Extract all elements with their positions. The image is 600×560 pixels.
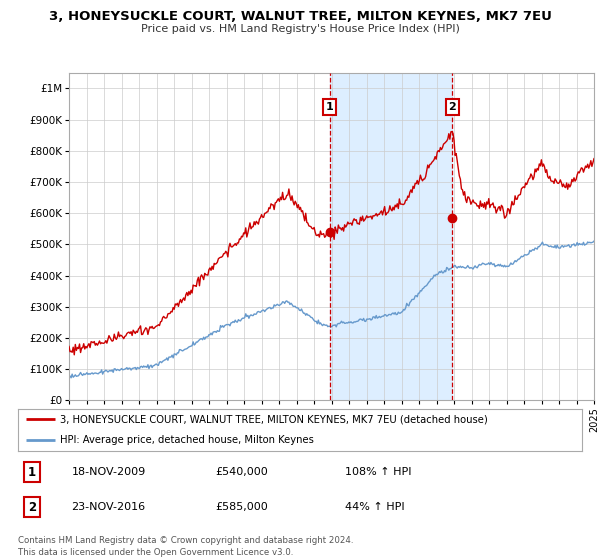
Text: Contains HM Land Registry data © Crown copyright and database right 2024.: Contains HM Land Registry data © Crown c… xyxy=(18,536,353,545)
Text: 3, HONEYSUCKLE COURT, WALNUT TREE, MILTON KEYNES, MK7 7EU (detached house): 3, HONEYSUCKLE COURT, WALNUT TREE, MILTO… xyxy=(60,414,488,424)
Text: £540,000: £540,000 xyxy=(215,468,268,477)
Text: 1: 1 xyxy=(28,466,36,479)
Text: HPI: Average price, detached house, Milton Keynes: HPI: Average price, detached house, Milt… xyxy=(60,435,314,445)
Bar xyxy=(330,73,452,400)
Text: 44% ↑ HPI: 44% ↑ HPI xyxy=(345,502,405,512)
Text: 23-NOV-2016: 23-NOV-2016 xyxy=(71,502,146,512)
Text: This data is licensed under the Open Government Licence v3.0.: This data is licensed under the Open Gov… xyxy=(18,548,293,557)
Text: 1: 1 xyxy=(326,102,334,112)
Text: 2: 2 xyxy=(448,102,456,112)
Text: 108% ↑ HPI: 108% ↑ HPI xyxy=(345,468,412,477)
Text: £585,000: £585,000 xyxy=(215,502,268,512)
Text: Price paid vs. HM Land Registry's House Price Index (HPI): Price paid vs. HM Land Registry's House … xyxy=(140,24,460,34)
Text: 3, HONEYSUCKLE COURT, WALNUT TREE, MILTON KEYNES, MK7 7EU: 3, HONEYSUCKLE COURT, WALNUT TREE, MILTO… xyxy=(49,10,551,23)
Text: 2: 2 xyxy=(28,501,36,514)
Text: 18-NOV-2009: 18-NOV-2009 xyxy=(71,468,146,477)
